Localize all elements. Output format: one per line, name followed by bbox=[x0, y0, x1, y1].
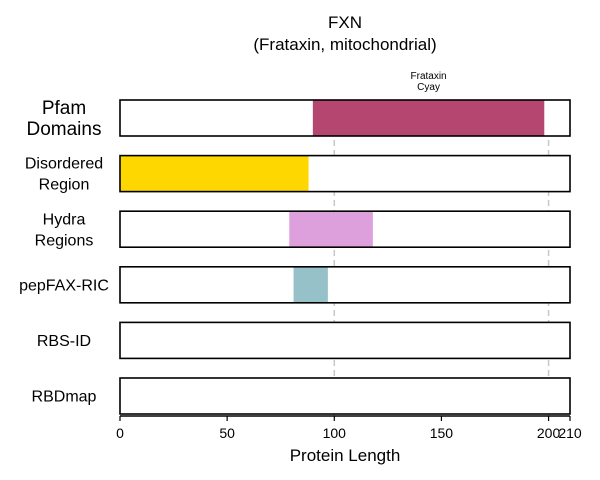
segment-label: Cyay bbox=[417, 82, 440, 93]
track-label: Region bbox=[39, 177, 90, 194]
track-label: RBDmap bbox=[32, 389, 97, 406]
track-border bbox=[119, 321, 571, 360]
track-label: RBS-ID bbox=[37, 333, 91, 350]
reference-lines bbox=[333, 100, 550, 416]
x-tick-label: 0 bbox=[116, 425, 124, 441]
track-border bbox=[119, 210, 571, 248]
x-axis-label: Protein Length bbox=[290, 446, 401, 465]
track-border bbox=[119, 154, 571, 193]
x-tick-label: 50 bbox=[219, 425, 235, 441]
x-tick-label: 200 bbox=[537, 425, 561, 441]
chart-title: FXN bbox=[328, 13, 362, 32]
track-2: Hydra Regions bbox=[35, 210, 571, 249]
track-3: pepFAX-RIC bbox=[19, 265, 571, 304]
domain-segment bbox=[312, 100, 545, 136]
track-border bbox=[119, 377, 571, 415]
chart-subtitle: (Frataxin, mitochondrial) bbox=[253, 35, 436, 54]
track-background bbox=[120, 322, 570, 359]
track-label: Hydra bbox=[43, 211, 86, 228]
domain-segment bbox=[289, 211, 373, 248]
x-tick-label: 100 bbox=[323, 425, 347, 441]
track-label: Regions bbox=[35, 232, 94, 249]
segment-label: Frataxin bbox=[411, 71, 447, 82]
track-label: Pfam bbox=[42, 98, 86, 119]
track-5: RBDmap bbox=[32, 377, 571, 415]
track-border bbox=[119, 99, 571, 137]
track-label: Domains bbox=[27, 119, 102, 140]
track-background bbox=[120, 378, 570, 414]
track-background bbox=[120, 266, 570, 303]
x-tick-label: 150 bbox=[430, 425, 454, 441]
track-1: Disordered Region bbox=[25, 154, 571, 194]
domain-segment bbox=[120, 155, 309, 192]
track-label: pepFAX-RIC bbox=[19, 277, 109, 294]
x-tick-label: 210 bbox=[558, 425, 582, 441]
domain-segment bbox=[293, 266, 328, 303]
track-label: Disordered bbox=[25, 156, 103, 173]
track-4: RBS-ID bbox=[37, 321, 571, 360]
track-border bbox=[119, 265, 571, 304]
